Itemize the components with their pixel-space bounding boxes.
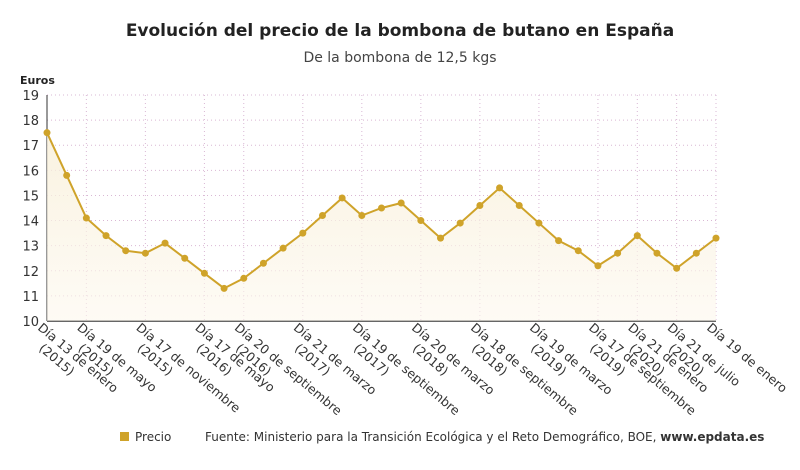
point [614,249,622,257]
point [476,201,484,209]
y-tick-label: 17 [22,139,39,154]
point [338,194,346,202]
legend-label: Precio [135,430,171,444]
y-tick-label: 13 [22,240,39,255]
point [574,247,582,255]
point [594,262,602,270]
point [712,234,720,242]
point [378,204,385,212]
y-tick-label: 10 [22,315,39,330]
y-tick-label: 19 [22,89,39,104]
point [102,232,110,240]
point [673,264,681,272]
point [82,214,90,222]
area [47,132,716,321]
point [279,244,287,252]
point [358,212,366,220]
point [318,212,326,220]
point [633,232,641,240]
source-link: www.epdata.es [660,430,764,444]
point [141,249,149,257]
point [692,249,700,257]
y-axis-label: Euros [20,74,55,87]
point [437,234,445,242]
point [161,239,169,247]
y-tick-label: 15 [22,189,39,204]
point [397,199,405,207]
point [200,269,208,277]
point [555,237,563,245]
point [299,229,307,237]
point [653,249,661,257]
legend-swatch [120,432,129,441]
point [535,219,543,227]
chart-title: Evolución del precio de la bombona de bu… [126,21,674,41]
point [417,217,425,225]
chart-subtitle: De la bombona de 12,5 kgs [303,50,496,66]
point [63,171,71,179]
point [515,201,523,209]
y-tick-label: 14 [22,215,39,230]
point [43,129,51,137]
point [181,254,189,262]
source-text: Fuente: Ministerio para la Transición Ec… [205,430,660,444]
y-tick-label: 11 [22,290,39,305]
point [259,259,267,267]
point [220,284,228,292]
y-tick-label: 18 [22,114,39,129]
point [122,247,130,255]
point [456,219,464,227]
point [240,274,248,282]
point [496,184,504,192]
source: Fuente: Ministerio para la Transición Ec… [205,430,764,444]
y-tick-label: 16 [22,164,39,179]
y-tick-label: 12 [22,265,39,280]
